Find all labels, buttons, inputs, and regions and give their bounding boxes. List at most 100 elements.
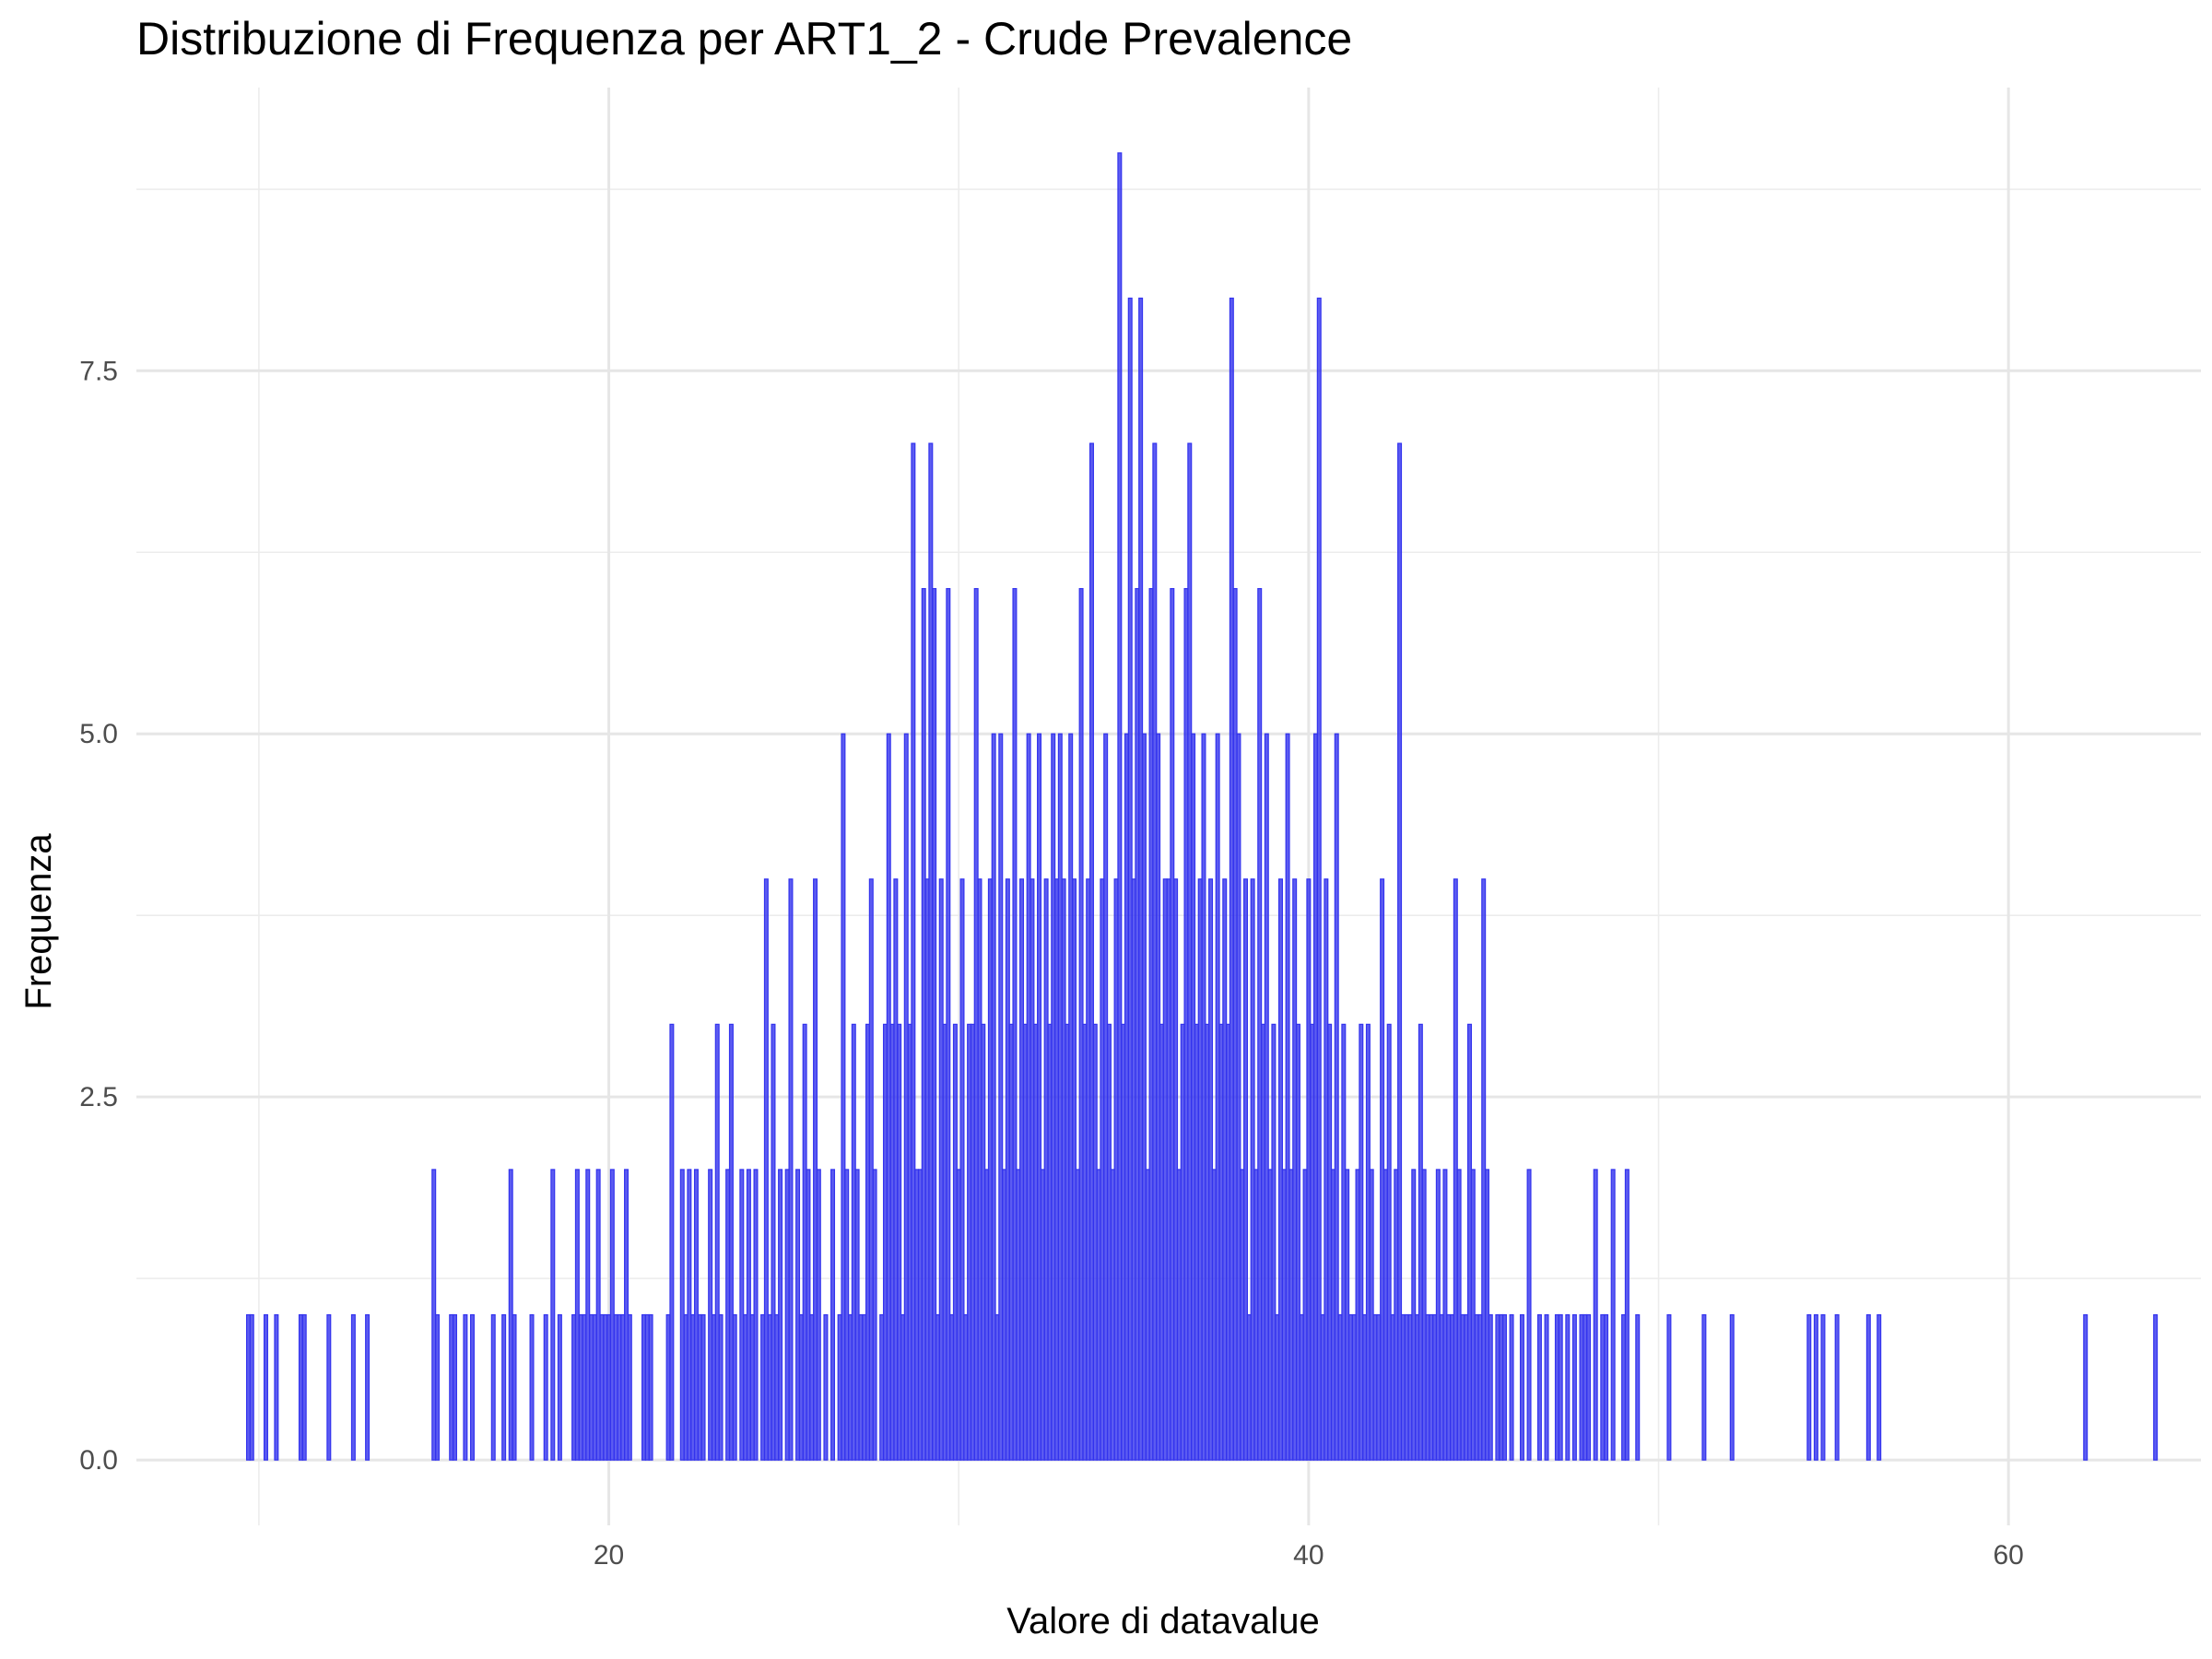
histogram-bar — [1586, 1313, 1592, 1461]
histogram-bar — [753, 1169, 759, 1461]
histogram-bar — [469, 1313, 475, 1461]
histogram-bar — [932, 588, 937, 1461]
x-tick-label: 20 — [594, 1540, 624, 1571]
histogram-bar — [1397, 442, 1403, 1461]
histogram-bar — [788, 878, 794, 1461]
histogram-bar — [1558, 1313, 1563, 1461]
histogram-bar — [490, 1313, 496, 1461]
histogram-bar — [1386, 1023, 1392, 1461]
histogram-bar — [529, 1313, 535, 1461]
histogram-bar — [1593, 1169, 1598, 1461]
histogram-bar — [365, 1313, 371, 1461]
histogram-bar — [732, 1313, 737, 1461]
histogram-bar — [1571, 1313, 1577, 1461]
histogram-bar — [1141, 733, 1147, 1461]
histogram-bar — [543, 1313, 548, 1461]
histogram-bar — [816, 1169, 821, 1461]
x-axis-title: Valore di datavalue — [1006, 1601, 1320, 1641]
histogram-bar — [1666, 1313, 1672, 1461]
histogram-bar — [1865, 1313, 1871, 1461]
histogram-bar — [1519, 1313, 1524, 1461]
histogram-bar — [2083, 1313, 2088, 1461]
x-axis-tick-labels: 20 40 60 — [594, 1540, 2024, 1571]
histogram-bar — [1334, 733, 1339, 1461]
histogram-bar — [1117, 152, 1123, 1461]
histogram-bar — [823, 1313, 829, 1461]
histogram-bar — [1526, 1169, 1532, 1461]
x-tick-label: 40 — [1293, 1540, 1324, 1571]
histogram-bar — [700, 1313, 706, 1461]
histogram-bar — [946, 588, 951, 1461]
histogram-bar — [1295, 1023, 1300, 1461]
histogram-bar — [841, 733, 846, 1461]
histogram-bar — [2153, 1313, 2159, 1461]
histogram-bar — [1877, 1313, 1882, 1461]
histogram-bar — [714, 1023, 720, 1461]
histogram-bar — [1701, 1313, 1707, 1461]
x-tick-label: 60 — [1993, 1540, 2023, 1571]
histogram-bar — [911, 442, 916, 1461]
histogram-bar — [274, 1313, 279, 1461]
histogram-bar — [1271, 1023, 1277, 1461]
histogram-bar — [1806, 1313, 1812, 1461]
y-axis-tick-labels: 0.0 2.5 5.0 7.5 — [79, 356, 118, 1476]
histogram-bar — [452, 1313, 457, 1461]
histogram-bar — [1536, 1313, 1542, 1461]
histogram-bar — [512, 1313, 517, 1461]
histogram-bar — [763, 878, 769, 1461]
histogram-bar — [1509, 1313, 1514, 1461]
histogram-bars — [245, 152, 2159, 1461]
histogram-bar — [263, 1313, 268, 1461]
histogram-bar — [648, 1313, 653, 1461]
histogram-bar — [1285, 733, 1290, 1461]
histogram-bar — [1012, 588, 1018, 1461]
histogram-bar — [1501, 1313, 1507, 1461]
chart-title: Distribuzione di Frequenza per ART1_2 - … — [136, 13, 1352, 65]
histogram-bar — [301, 1313, 307, 1461]
histogram-bar — [1729, 1313, 1735, 1461]
histogram-bar — [326, 1313, 332, 1461]
histogram-bar — [1359, 1023, 1364, 1461]
histogram-bar — [557, 1313, 562, 1461]
histogram-bar — [1624, 1169, 1630, 1461]
histogram-bar — [1264, 733, 1269, 1461]
histogram-bar — [718, 1313, 724, 1461]
y-tick-label: 0.0 — [79, 1445, 118, 1476]
histogram-bar — [1604, 1313, 1609, 1461]
histogram-bar — [771, 1023, 776, 1461]
histogram-bar — [959, 878, 965, 1461]
histogram-bar — [1565, 1313, 1571, 1461]
histogram-bar — [872, 1169, 877, 1461]
histogram-bar — [669, 1023, 675, 1461]
histogram-bar — [991, 733, 996, 1461]
histogram-bar — [249, 1313, 254, 1461]
histogram-bar — [1488, 1313, 1493, 1461]
histogram-bar — [830, 1169, 836, 1461]
histogram-bar — [728, 1023, 734, 1461]
histogram-bar — [501, 1313, 507, 1461]
histogram-bar — [778, 1169, 783, 1461]
histogram-bar — [550, 1169, 556, 1461]
histogram-bar — [350, 1313, 356, 1461]
histogram-bar — [463, 1313, 468, 1461]
y-axis-title: Frequenza — [18, 833, 59, 1010]
histogram-bar — [897, 1023, 902, 1461]
y-tick-label: 5.0 — [79, 719, 118, 749]
histogram-bar — [1316, 297, 1322, 1461]
histogram-bar — [1635, 1313, 1641, 1461]
histogram-bar — [627, 1313, 632, 1461]
y-tick-label: 2.5 — [79, 1082, 118, 1112]
y-tick-label: 7.5 — [79, 356, 118, 386]
histogram-bar — [1544, 1313, 1549, 1461]
histogram-bar — [1610, 1169, 1616, 1461]
histogram-bar — [1813, 1313, 1818, 1461]
histogram-bar — [1236, 733, 1241, 1461]
histogram-bar — [1088, 442, 1094, 1461]
histogram-bar — [998, 733, 1004, 1461]
histogram-bar — [1820, 1313, 1826, 1461]
histogram-bar — [435, 1313, 441, 1461]
histogram-bar — [1834, 1313, 1840, 1461]
histogram-bar — [1243, 878, 1249, 1461]
histogram-bar — [1037, 733, 1042, 1461]
